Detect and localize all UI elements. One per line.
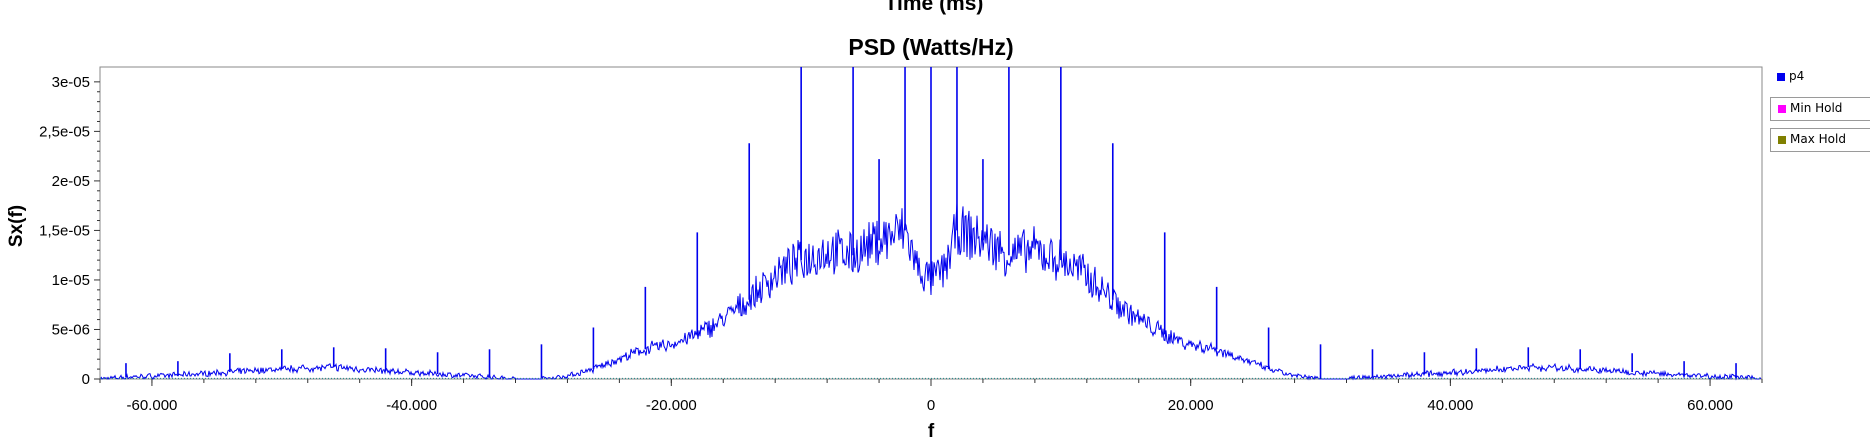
y-tick-label: 2,5e-05 bbox=[39, 123, 90, 140]
y-tick-label: 5e-06 bbox=[52, 321, 90, 338]
y-tick-label: 3e-05 bbox=[52, 74, 90, 91]
x-axis-label: f bbox=[928, 421, 935, 442]
cut-off-time-title: Time (ms) bbox=[885, 0, 984, 15]
chart-title: PSD (Watts/Hz) bbox=[848, 34, 1013, 60]
legend-swatch-min-hold bbox=[1778, 105, 1786, 113]
series-line-p4 bbox=[100, 203, 1762, 381]
x-tick-label: -60.000 bbox=[127, 397, 178, 414]
legend-swatch-max-hold bbox=[1778, 136, 1786, 144]
x-tick-label: -20.000 bbox=[646, 397, 697, 414]
y-tick-label: 1e-05 bbox=[52, 272, 90, 289]
legend-label-p4: p4 bbox=[1789, 69, 1805, 83]
y-tick-label: 0 bbox=[82, 371, 90, 388]
x-tick-label: 40.000 bbox=[1427, 397, 1473, 414]
x-tick-label: -40.000 bbox=[386, 397, 437, 414]
legend-label-min-hold: Min Hold bbox=[1790, 101, 1843, 115]
legend-item-min-hold[interactable]: Min Hold bbox=[1770, 97, 1870, 121]
x-tick-label: 60.000 bbox=[1687, 397, 1733, 414]
y-tick-label: 2e-05 bbox=[52, 173, 90, 190]
y-axis-label: Sx(f) bbox=[6, 205, 27, 247]
x-tick-label: 0 bbox=[927, 397, 935, 414]
legend-item-p4[interactable]: p4 bbox=[1770, 66, 1870, 90]
legend-item-max-hold[interactable]: Max Hold bbox=[1770, 128, 1870, 152]
legend-label-max-hold: Max Hold bbox=[1790, 132, 1846, 146]
legend-swatch-p4 bbox=[1777, 73, 1785, 81]
y-tick-label: 1,5e-05 bbox=[39, 222, 90, 239]
x-tick-label: 20.000 bbox=[1168, 397, 1214, 414]
